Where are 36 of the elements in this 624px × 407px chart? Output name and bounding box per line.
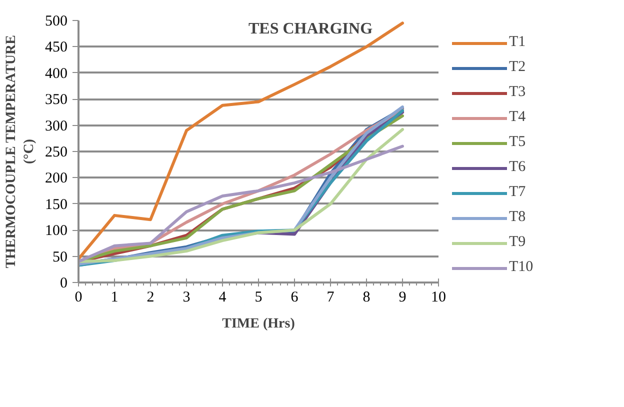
y-tick-label: 350 [45,92,68,108]
x-tick-label: 9 [398,290,406,306]
legend-label: T4 [509,109,527,126]
x-tick-label: 0 [74,290,82,306]
x-tick-label: 10 [431,290,446,306]
x-axis-title: TIME (Hrs) [222,316,296,332]
legend-label: T8 [509,209,527,226]
y-tick-label: 400 [45,66,68,82]
x-tick-label: 1 [110,290,118,306]
y-tick-label: 50 [52,249,68,266]
legend-label: T7 [509,184,527,201]
legend-label: T3 [509,84,527,101]
y-tick-label: 300 [45,118,68,134]
legend-label: T1 [509,34,527,51]
legend-label: T9 [509,234,527,251]
legend-label: T2 [509,59,527,76]
y-tick-label: 250 [45,144,68,160]
legend-label: T6 [509,159,527,176]
legend-label: T10 [509,259,534,276]
chart-title: TES CHARGING [248,20,374,38]
x-tick-label: 4 [218,290,227,306]
x-tick-label: 6 [290,290,299,306]
y-tick-label: 150 [45,196,68,213]
x-tick-label: 5 [254,290,262,306]
x-tick-label: 2 [146,290,154,306]
x-tick-label: 3 [182,290,190,306]
y-tick-label: 450 [45,40,68,56]
x-tick-label: 8 [362,290,370,306]
legend-label: T5 [509,134,527,151]
y-axis-title: THERMOCOUPLE TEMPERATURE (°C) [4,35,37,268]
x-tick-label: 7 [326,290,335,306]
y-tick-label: 100 [45,223,68,240]
y-tick-label: 500 [45,14,68,30]
line-series [78,22,404,260]
y-tick-label: 0 [60,276,68,292]
y-tick-label: 200 [45,170,68,187]
